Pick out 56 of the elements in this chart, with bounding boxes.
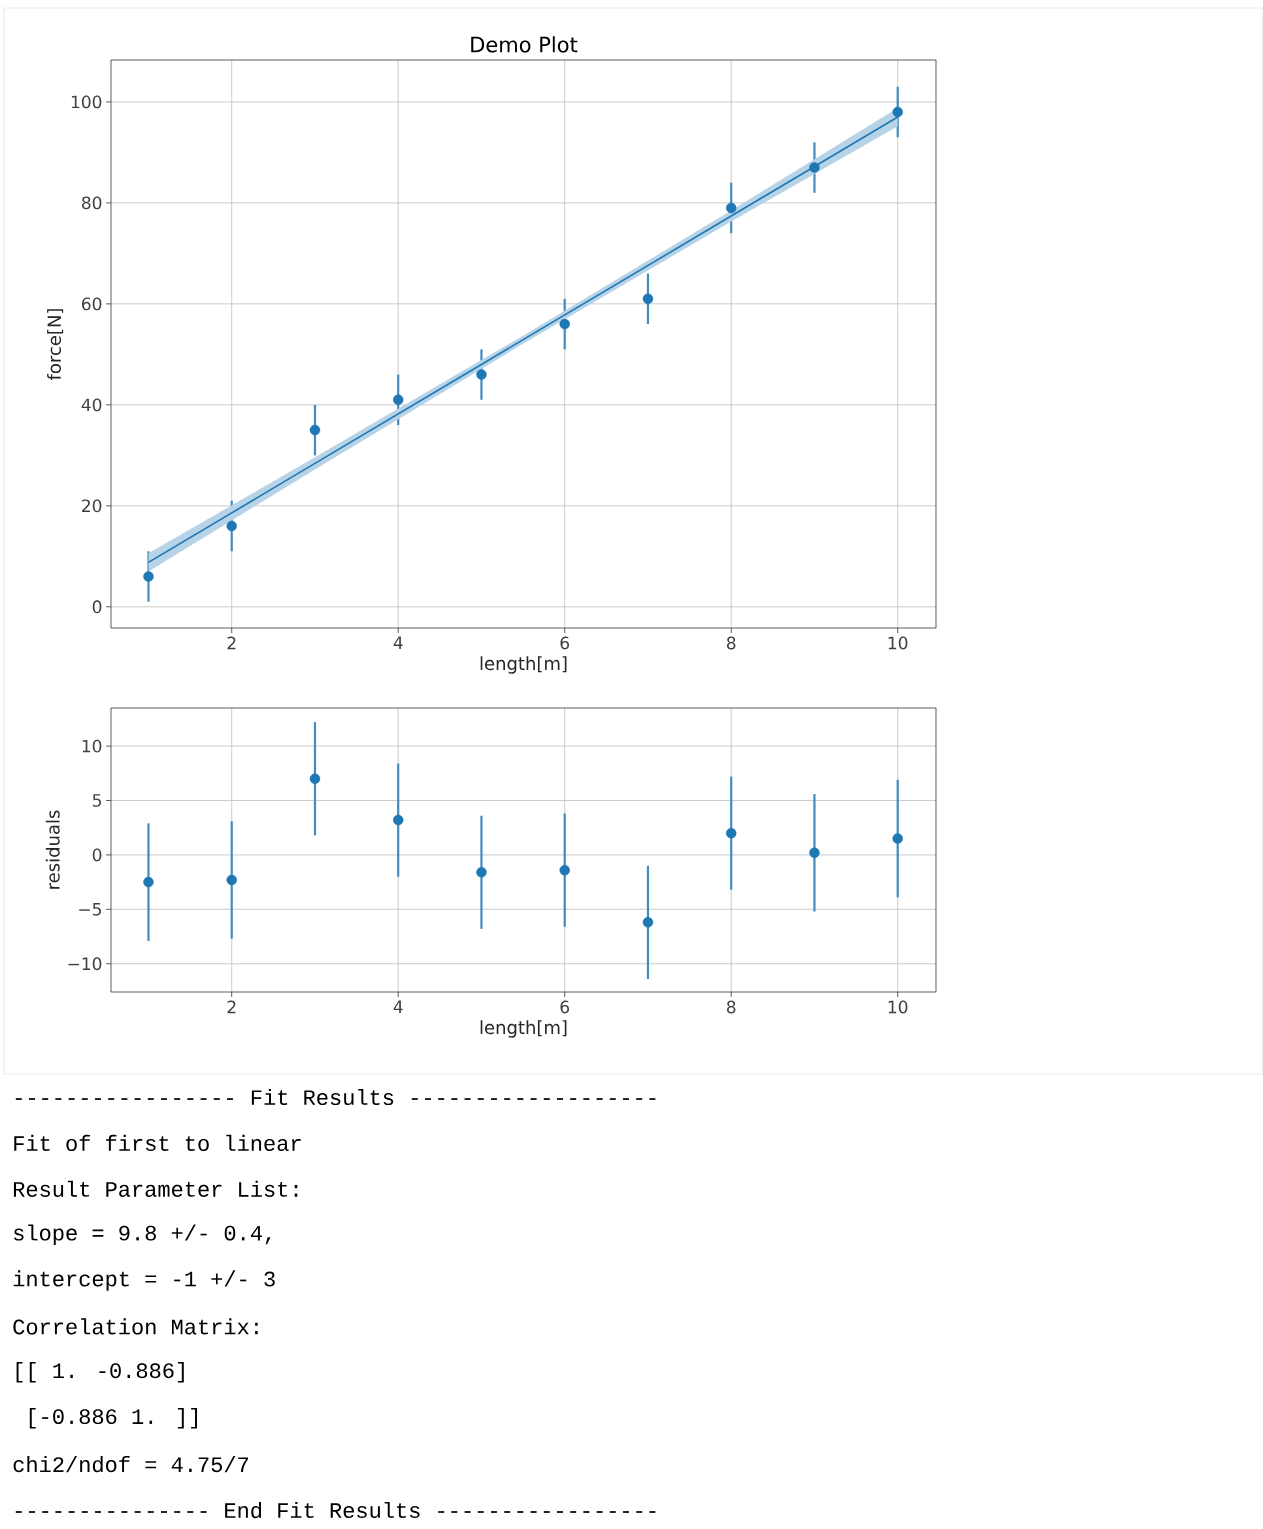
y-tick-label: 100 <box>71 95 102 109</box>
y-tick-label: 5 <box>92 794 101 807</box>
point <box>642 917 654 928</box>
y-tick-label: 0 <box>92 848 102 862</box>
x-tick-label: 6 <box>560 1000 570 1014</box>
y-tick-label: 10 <box>82 739 102 753</box>
point <box>226 874 237 886</box>
x-tick-label: 4 <box>393 1000 403 1013</box>
text: slope = 9.8 +/- 0.4, <box>13 1224 271 1245</box>
text: [[ 1. -0.886] <box>16 1362 184 1383</box>
text: --------------- End Fit Results ----------------- <box>15 1501 656 1519</box>
point <box>309 773 321 784</box>
x-axis-title: length[m] <box>480 656 567 674</box>
chart-title: Demo Plot <box>471 36 578 53</box>
point <box>809 847 820 858</box>
x-tick-label: 4 <box>393 636 403 649</box>
x-tick-label: 6 <box>560 636 570 650</box>
point <box>393 394 404 405</box>
x-tick-label: 8 <box>726 636 736 650</box>
y-tick-label: 40 <box>81 398 102 412</box>
point <box>476 369 487 380</box>
y-tick-label: −10 <box>68 957 102 971</box>
point <box>892 833 903 844</box>
x-tick-label: 8 <box>726 1000 736 1014</box>
point <box>726 202 737 214</box>
x-tick-label: 10 <box>888 636 908 650</box>
point <box>143 571 154 582</box>
point <box>642 293 654 305</box>
y-tick-label: 0 <box>92 600 102 614</box>
point <box>309 424 321 436</box>
text: Fit of first to linear <box>14 1134 301 1151</box>
point <box>143 876 154 888</box>
y-tick-label: 60 <box>82 297 102 311</box>
x-tick-label: 2 <box>227 1000 236 1014</box>
text: Correlation Matrix: <box>13 1318 258 1335</box>
text: chi2/ndof = 4.75/7 <box>13 1455 249 1473</box>
point <box>393 814 404 826</box>
y-tick-label: −5 <box>79 903 101 916</box>
point <box>559 318 570 330</box>
point <box>809 162 820 173</box>
point <box>559 864 570 876</box>
y-axis-title: force[N] <box>47 309 64 381</box>
text: Result Parameter List: <box>13 1180 298 1197</box>
point <box>892 106 903 118</box>
text: ----------------- Fit Results ------------------- <box>15 1088 656 1106</box>
point <box>726 827 737 839</box>
y-tick-label: 20 <box>82 499 102 513</box>
text: [-0.886 1. ]] <box>29 1407 197 1429</box>
x-tick-label: 2 <box>227 636 236 650</box>
x-tick-label: 10 <box>888 1000 908 1014</box>
x-axis-title: length[m] <box>480 1020 567 1038</box>
point <box>476 867 487 878</box>
y-axis-title: residuals <box>45 810 60 889</box>
text: intercept = -1 +/- 3 <box>13 1270 275 1291</box>
y-tick-label: 80 <box>81 196 102 210</box>
point <box>226 520 237 532</box>
